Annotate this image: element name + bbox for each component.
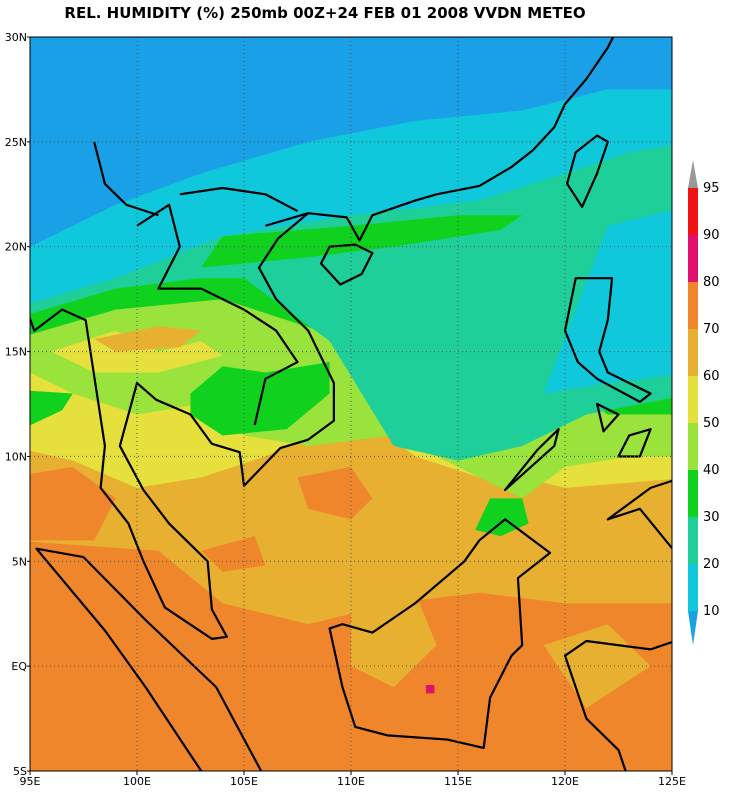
colorbar-segment bbox=[688, 564, 698, 611]
humidity-region bbox=[425, 685, 435, 694]
colorbar-segment bbox=[688, 376, 698, 423]
colorbar-segment bbox=[688, 517, 698, 564]
coastline bbox=[35, 547, 263, 771]
colorbar-segment bbox=[688, 329, 698, 376]
coastline bbox=[328, 518, 552, 750]
humidity-region bbox=[30, 466, 116, 541]
x-tick-label: 120E bbox=[551, 775, 579, 788]
y-tick-label: EQ bbox=[11, 660, 27, 673]
x-tick-label: 115E bbox=[444, 775, 472, 788]
coastline bbox=[30, 212, 335, 640]
humidity-region bbox=[351, 592, 437, 688]
coastline bbox=[93, 141, 159, 217]
y-tick-label: 15N bbox=[5, 346, 27, 359]
y-tick-label: 5N bbox=[12, 555, 27, 568]
coastline bbox=[179, 186, 299, 213]
coastline bbox=[136, 203, 299, 426]
colorbar-segment bbox=[688, 470, 698, 517]
colorbar-label: 50 bbox=[703, 416, 720, 431]
coastline bbox=[566, 134, 609, 208]
humidity-region bbox=[201, 536, 266, 572]
x-tick-label: 110E bbox=[337, 775, 365, 788]
y-tick-label: 30N bbox=[5, 31, 27, 44]
humidity-region bbox=[201, 215, 523, 268]
coastline bbox=[319, 243, 374, 286]
humidity-region bbox=[297, 466, 373, 520]
colorbar-segment bbox=[688, 188, 698, 235]
x-tick-label: 105E bbox=[230, 775, 258, 788]
colorbar-arrow-high bbox=[688, 160, 698, 188]
colorbar-label: 70 bbox=[703, 322, 720, 337]
colorbar-arrow-low bbox=[688, 611, 698, 645]
coastline bbox=[595, 402, 620, 433]
humidity-region bbox=[94, 326, 202, 352]
coastline bbox=[563, 277, 652, 404]
coastline bbox=[503, 428, 560, 492]
humidity-region bbox=[30, 390, 73, 426]
coastline bbox=[563, 639, 672, 771]
colorbar-label: 10 bbox=[703, 604, 720, 619]
coastline bbox=[617, 428, 652, 458]
colorbar-label: 90 bbox=[703, 228, 720, 243]
x-tick-label: 95E bbox=[20, 775, 41, 788]
colorbar-segment bbox=[688, 282, 698, 329]
colorbar-label: 20 bbox=[703, 557, 720, 572]
colorbar-segment bbox=[688, 423, 698, 470]
humidity-region bbox=[30, 37, 672, 247]
map-title: REL. HUMIDITY (%) 250mb 00Z+24 FEB 01 20… bbox=[64, 4, 585, 22]
colorbar-label: 95 bbox=[703, 181, 720, 196]
y-tick-label: 20N bbox=[5, 241, 27, 254]
colorbar-label: 60 bbox=[703, 369, 720, 384]
y-tick-label: 10N bbox=[5, 450, 27, 463]
x-tick-label: 100E bbox=[123, 775, 151, 788]
x-tick-label: 125E bbox=[658, 775, 686, 788]
y-tick-label: 5S bbox=[13, 765, 27, 778]
y-tick-label: 25N bbox=[5, 136, 27, 149]
colorbar-label: 30 bbox=[703, 510, 720, 525]
colorbar-segment bbox=[688, 235, 698, 282]
colorbar-label: 40 bbox=[703, 463, 720, 478]
coastline bbox=[606, 479, 672, 550]
colorbar-label: 80 bbox=[703, 275, 720, 290]
humidity-region bbox=[51, 330, 223, 373]
humidity-region bbox=[543, 210, 672, 394]
